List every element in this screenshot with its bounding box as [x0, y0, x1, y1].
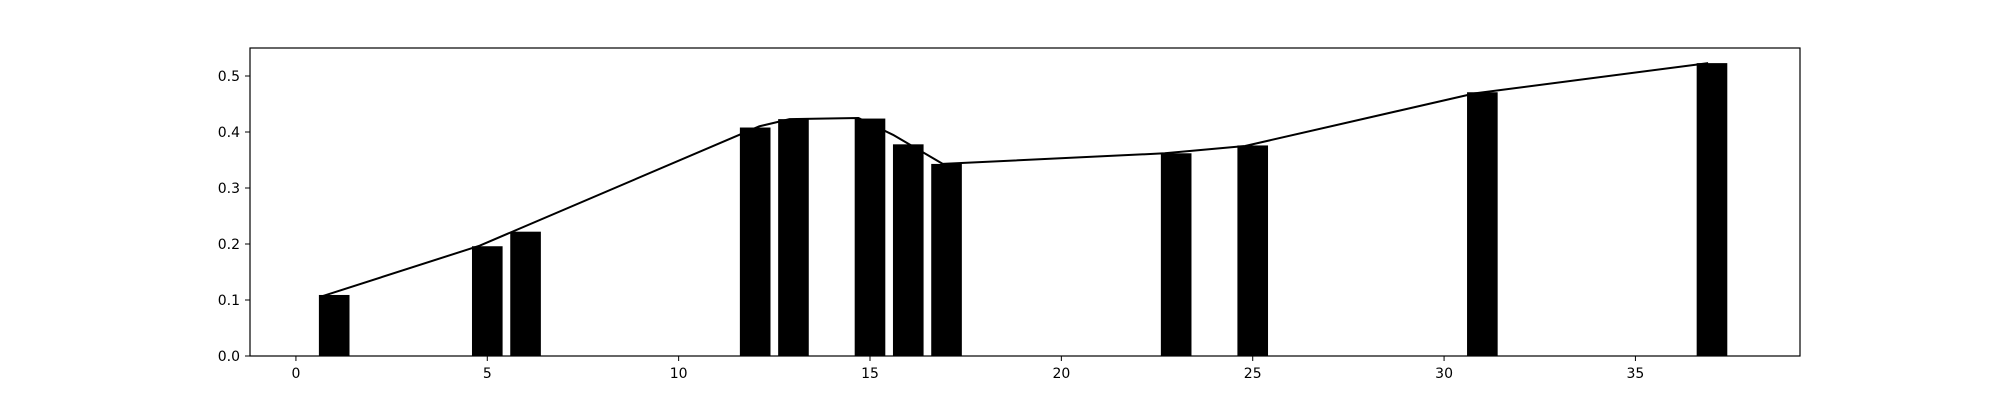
x-tick-label-20: 20: [1052, 366, 1070, 382]
line-series: [322, 62, 1709, 298]
y-axis: 0.0 0.1 0.2 0.3 0.4 0.5: [218, 69, 250, 365]
x-tick-label-30: 30: [1435, 366, 1453, 382]
bars: [318, 63, 1728, 357]
x-tick-label-5: 5: [483, 366, 492, 382]
plot-frame: [249, 47, 1801, 357]
bar-17: [931, 163, 962, 356]
x-tick-label-25: 25: [1244, 366, 1262, 382]
bar-16: [892, 144, 924, 356]
bar-37: [1696, 63, 1728, 357]
y-tick-label-0.0: 0.0: [218, 349, 240, 365]
x-tick-label-35: 35: [1627, 366, 1645, 382]
bar-1: [318, 294, 350, 356]
x-tick-label-10: 10: [670, 366, 688, 382]
bar-5: [471, 246, 503, 356]
y-tick-label-0.1: 0.1: [218, 293, 240, 309]
bar-23: [1160, 153, 1192, 356]
y-tick-label-0.4: 0.4: [218, 125, 240, 141]
bar-6: [510, 231, 541, 356]
y-tick-label-0.5: 0.5: [218, 69, 240, 85]
y-tick-label-0.2: 0.2: [218, 237, 240, 253]
bar-15: [854, 118, 886, 356]
bar-25: [1237, 145, 1269, 356]
x-tick-label-0: 0: [291, 366, 300, 382]
bar-12: [739, 127, 771, 357]
bar-31: [1467, 92, 1498, 357]
y-tick-label-0.3: 0.3: [218, 181, 240, 197]
bar-13: [778, 119, 809, 357]
x-tick-label-15: 15: [861, 366, 879, 382]
x-axis: 0 5 10 15 20 25 30 35: [291, 356, 1644, 382]
